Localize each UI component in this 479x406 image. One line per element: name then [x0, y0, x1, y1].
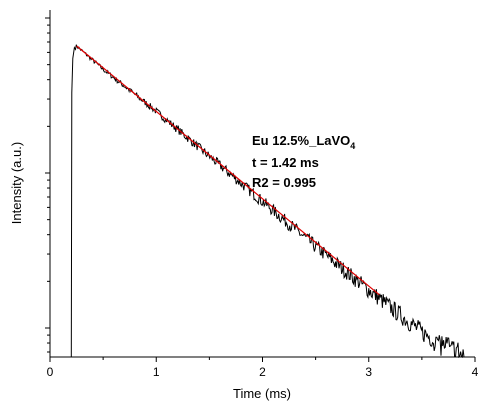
x-tick-label: 4 — [472, 365, 479, 379]
r2-annotation: R2 = 0.995 — [252, 175, 316, 190]
sample-annotation-subscript: 4 — [350, 141, 355, 151]
y-axis-title: Intensity (a.u.) — [9, 142, 24, 224]
x-ticks — [49, 357, 476, 362]
y-ticks — [45, 17, 50, 353]
exponential-fit-series — [76, 45, 380, 296]
measured-decay-series — [70, 44, 465, 359]
x-tick-label: 3 — [365, 365, 372, 379]
x-tick-label: 1 — [153, 365, 160, 379]
x-tick-label: 0 — [47, 365, 54, 379]
x-tick-label: 2 — [259, 365, 266, 379]
sample-annotation-main: Eu 12.5%_LaVO — [252, 133, 350, 148]
sample-annotation: Eu 12.5%_LaVO4 — [252, 133, 355, 151]
x-axis-title: Time (ms) — [233, 386, 291, 401]
lifetime-annotation: t = 1.42 ms — [252, 155, 319, 170]
x-tick-labels: 0 1 2 3 4 — [47, 365, 479, 379]
